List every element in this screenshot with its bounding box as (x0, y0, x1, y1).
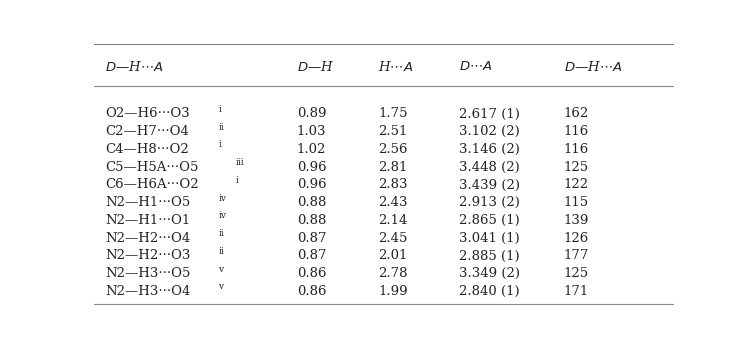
Text: 2.865 (1): 2.865 (1) (459, 214, 520, 227)
Text: $D$—H$\cdots$$A$: $D$—H$\cdots$$A$ (105, 60, 163, 74)
Text: N2—H2···O4: N2—H2···O4 (105, 232, 190, 245)
Text: 0.88: 0.88 (297, 196, 326, 209)
Text: 139: 139 (564, 214, 589, 227)
Text: 2.840 (1): 2.840 (1) (459, 285, 520, 298)
Text: 3.146 (2): 3.146 (2) (459, 143, 521, 156)
Text: 116: 116 (564, 125, 589, 138)
Text: 2.617 (1): 2.617 (1) (459, 107, 521, 120)
Text: iv: iv (219, 211, 226, 221)
Text: 122: 122 (564, 179, 589, 192)
Text: N2—H2···O3: N2—H2···O3 (105, 249, 190, 262)
Text: 3.041 (1): 3.041 (1) (459, 232, 520, 245)
Text: C4—H8···O2: C4—H8···O2 (105, 143, 189, 156)
Text: N2—H1···O1: N2—H1···O1 (105, 214, 190, 227)
Text: 0.96: 0.96 (297, 179, 327, 192)
Text: 2.885 (1): 2.885 (1) (459, 249, 520, 262)
Text: 3.349 (2): 3.349 (2) (459, 267, 521, 280)
Text: 0.87: 0.87 (297, 232, 327, 245)
Text: 0.86: 0.86 (297, 285, 327, 298)
Text: 2.78: 2.78 (378, 267, 407, 280)
Text: 162: 162 (564, 107, 589, 120)
Text: v: v (219, 282, 223, 291)
Text: 3.448 (2): 3.448 (2) (459, 161, 520, 174)
Text: H$\cdots$$A$: H$\cdots$$A$ (378, 60, 413, 74)
Text: 125: 125 (564, 267, 589, 280)
Text: 1.02: 1.02 (297, 143, 326, 156)
Text: 2.913 (2): 2.913 (2) (459, 196, 521, 209)
Text: C2—H7···O4: C2—H7···O4 (105, 125, 189, 138)
Text: 0.88: 0.88 (297, 214, 326, 227)
Text: 1.99: 1.99 (378, 285, 407, 298)
Text: i: i (219, 140, 221, 149)
Text: 0.96: 0.96 (297, 161, 327, 174)
Text: N2—H1···O5: N2—H1···O5 (105, 196, 190, 209)
Text: 2.51: 2.51 (378, 125, 407, 138)
Text: C5—H5A···O5: C5—H5A···O5 (105, 161, 198, 174)
Text: iv: iv (219, 194, 226, 203)
Text: 2.01: 2.01 (378, 249, 407, 262)
Text: 2.56: 2.56 (378, 143, 407, 156)
Text: 2.14: 2.14 (378, 214, 407, 227)
Text: ii: ii (219, 122, 224, 132)
Text: N2—H3···O4: N2—H3···O4 (105, 285, 190, 298)
Text: ii: ii (219, 247, 224, 256)
Text: 1.75: 1.75 (378, 107, 407, 120)
Text: 0.89: 0.89 (297, 107, 327, 120)
Text: ii: ii (219, 229, 224, 238)
Text: i: i (236, 176, 239, 185)
Text: 1.03: 1.03 (297, 125, 327, 138)
Text: $D$—H$\cdots$$A$: $D$—H$\cdots$$A$ (564, 60, 622, 74)
Text: O2—H6···O3: O2—H6···O3 (105, 107, 190, 120)
Text: 177: 177 (564, 249, 589, 262)
Text: $D$—H: $D$—H (297, 60, 334, 74)
Text: 2.83: 2.83 (378, 179, 407, 192)
Text: 125: 125 (564, 161, 589, 174)
Text: 3.439 (2): 3.439 (2) (459, 179, 521, 192)
Text: C6—H6A···O2: C6—H6A···O2 (105, 179, 199, 192)
Text: v: v (219, 265, 223, 273)
Text: 0.87: 0.87 (297, 249, 327, 262)
Text: 115: 115 (564, 196, 589, 209)
Text: 2.81: 2.81 (378, 161, 407, 174)
Text: 171: 171 (564, 285, 589, 298)
Text: 2.43: 2.43 (378, 196, 407, 209)
Text: 2.45: 2.45 (378, 232, 407, 245)
Text: $D$$\cdots$$A$: $D$$\cdots$$A$ (459, 60, 493, 73)
Text: 0.86: 0.86 (297, 267, 327, 280)
Text: 116: 116 (564, 143, 589, 156)
Text: 3.102 (2): 3.102 (2) (459, 125, 520, 138)
Text: 126: 126 (564, 232, 589, 245)
Text: i: i (219, 105, 221, 114)
Text: N2—H3···O5: N2—H3···O5 (105, 267, 190, 280)
Text: iii: iii (236, 158, 244, 167)
